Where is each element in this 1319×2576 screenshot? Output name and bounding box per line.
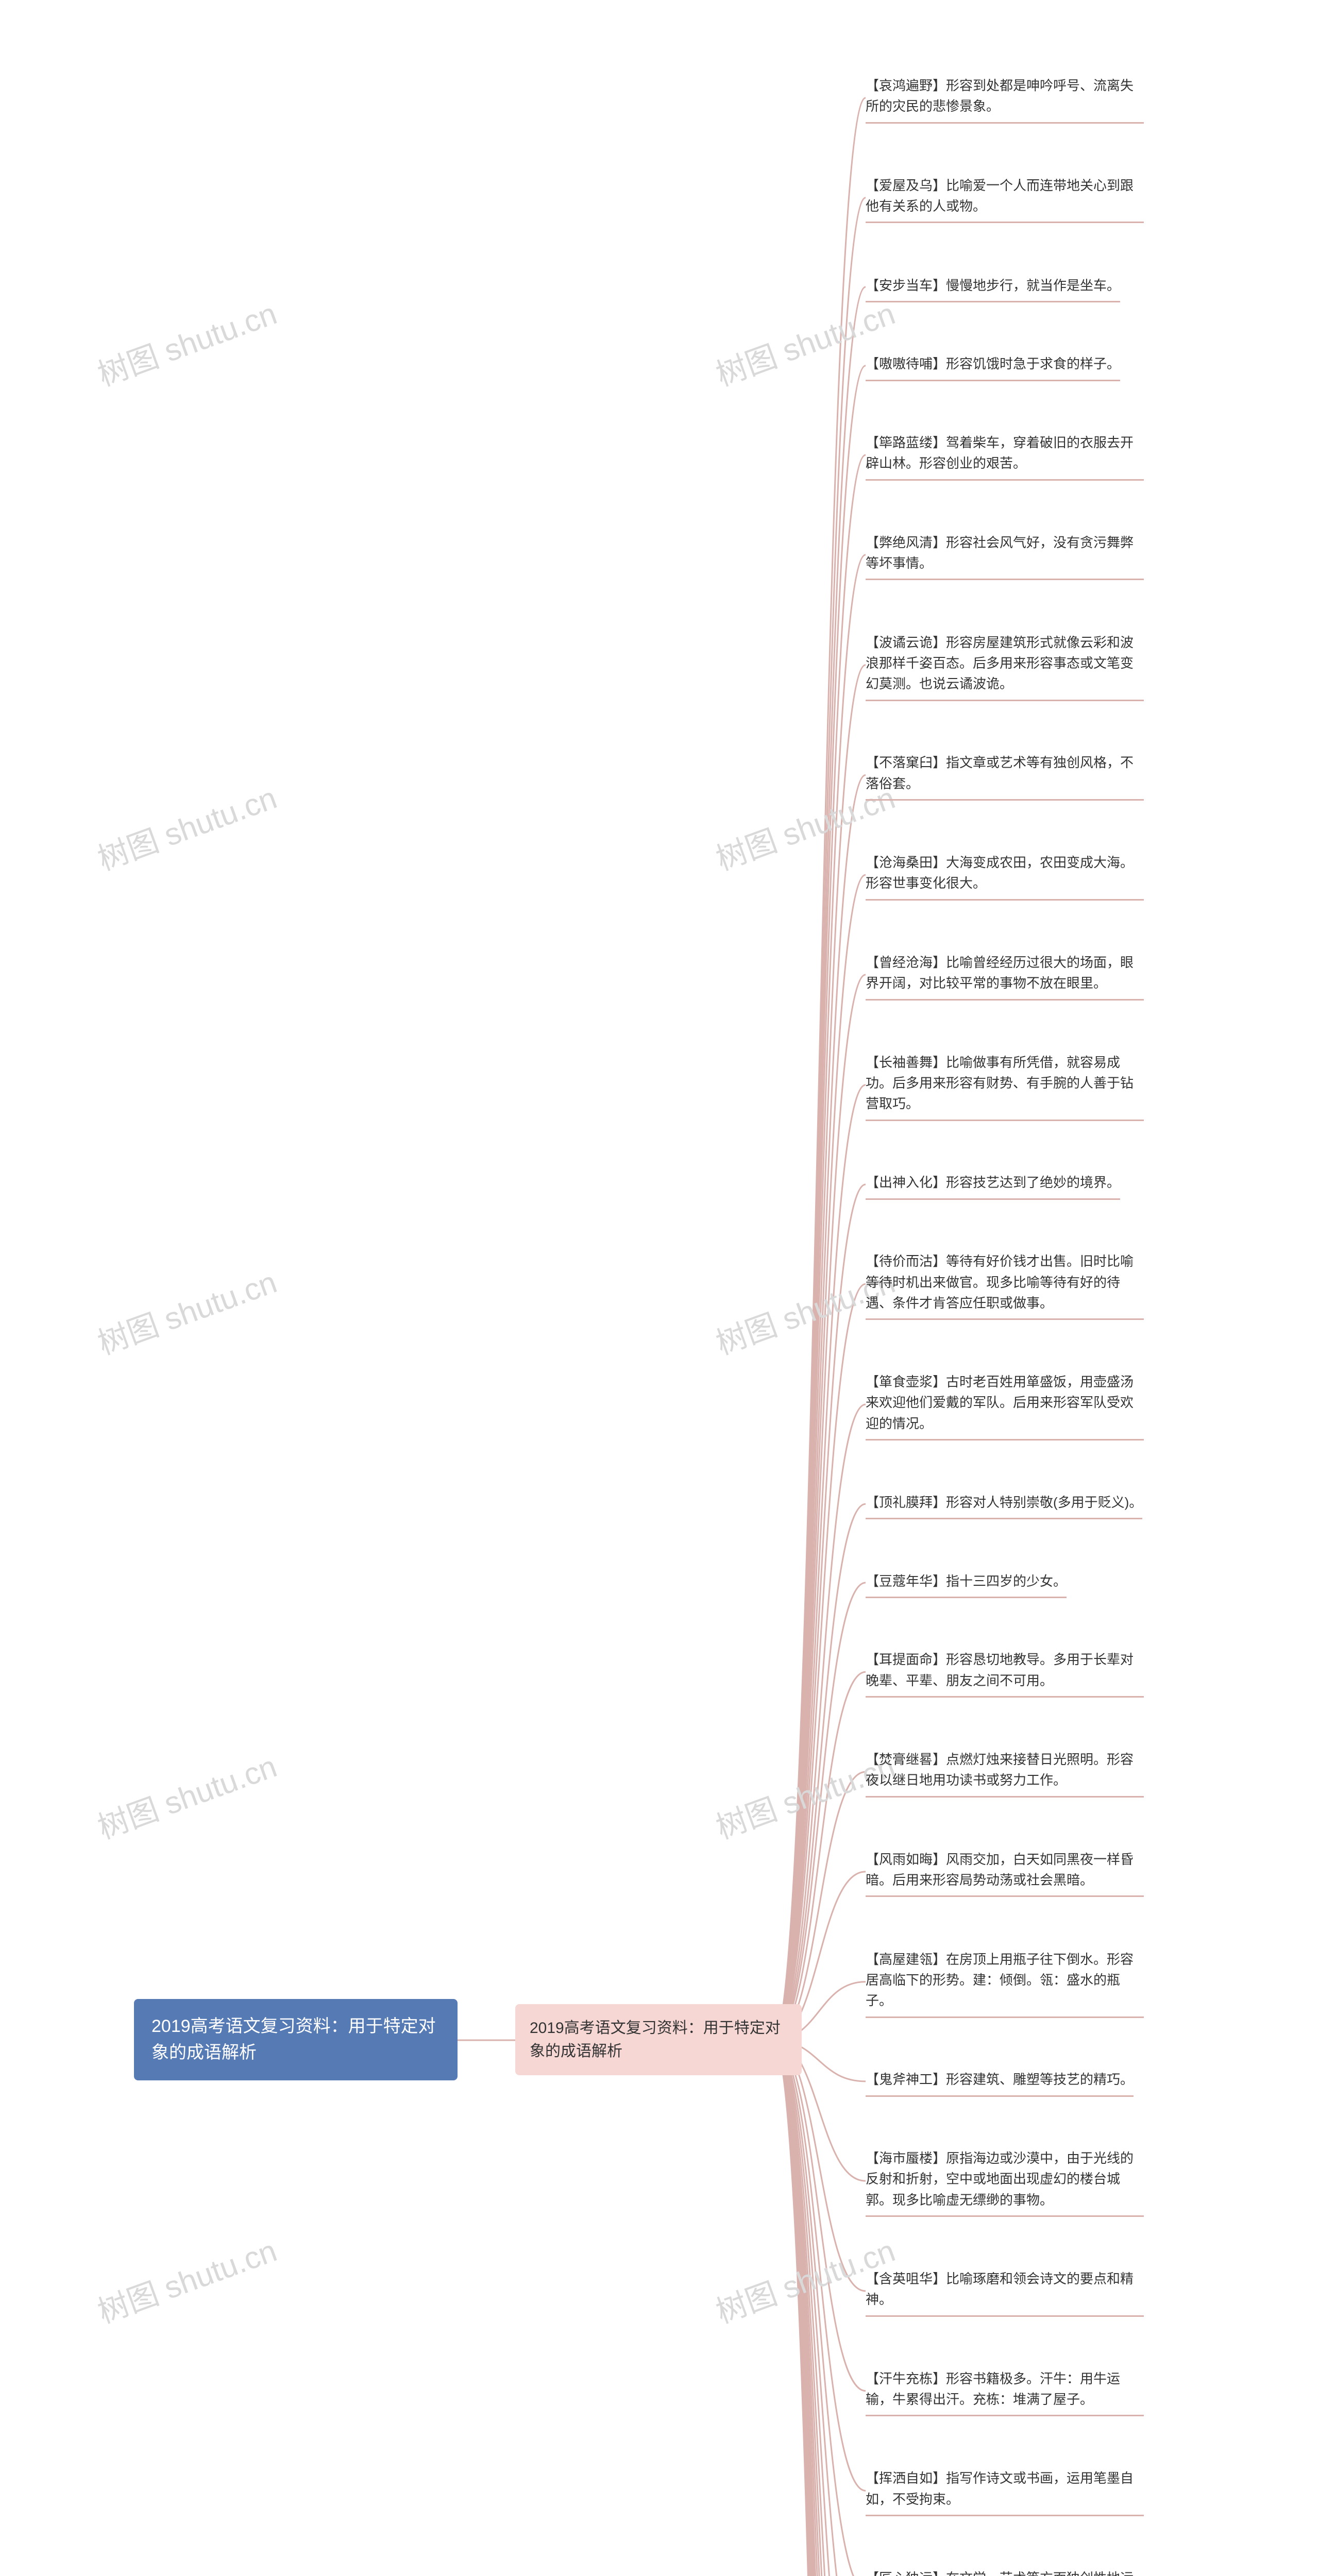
mid-node[interactable]: 2019高考语文复习资料：用于特定对象的成语解析: [515, 2004, 802, 2075]
leaf-node[interactable]: 【长袖善舞】比喻做事有所凭借，就容易成功。后多用来形容有财势、有手腕的人善于钻营…: [866, 1049, 1144, 1121]
leaf-node[interactable]: 【不落窠臼】指文章或艺术等有独创风格，不落俗套。: [866, 749, 1144, 801]
leaf-node[interactable]: 【焚膏继晷】点燃灯烛来接替日光照明。形容夜以继日地用功读书或努力工作。: [866, 1746, 1144, 1798]
leaf-node[interactable]: 【沧海桑田】大海变成农田，农田变成大海。形容世事变化很大。: [866, 849, 1144, 901]
leaf-node[interactable]: 【弊绝风清】形容社会风气好，没有贪污舞弊等坏事情。: [866, 529, 1144, 581]
leaf-node[interactable]: 【哀鸿遍野】形容到处都是呻吟呼号、流离失所的灾民的悲惨景象。: [866, 72, 1144, 124]
leaf-node[interactable]: 【出神入化】形容技艺达到了绝妙的境界。: [866, 1169, 1120, 1199]
watermark: 树图 shutu.cn: [91, 2226, 282, 2332]
leaf-node[interactable]: 【豆蔻年华】指十三四岁的少女。: [866, 1568, 1067, 1598]
leaf-node[interactable]: 【挥洒自如】指写作诗文或书画，运用笔墨自如，不受拘束。: [866, 2465, 1144, 2516]
root-node[interactable]: 2019高考语文复习资料：用于特定对象的成语解析: [134, 1999, 458, 2080]
leaf-node[interactable]: 【爱屋及乌】比喻爱一个人而连带地关心到跟他有关系的人或物。: [866, 172, 1144, 224]
leaf-node[interactable]: 【海市蜃楼】原指海边或沙漠中，由于光线的反射和折射，空中或地面出现虚幻的楼台城郭…: [866, 2145, 1144, 2217]
leaf-node[interactable]: 【筚路蓝缕】驾着柴车，穿着破旧的衣服去开辟山林。形容创业的艰苦。: [866, 429, 1144, 481]
leaf-node[interactable]: 【箪食壶浆】古时老百姓用箪盛饭，用壶盛汤来欢迎他们爱戴的军队。后用来形容军队受欢…: [866, 1368, 1144, 1440]
leaf-node[interactable]: 【含英咀华】比喻琢磨和领会诗文的要点和精神。: [866, 2265, 1144, 2317]
leaf-node[interactable]: 【鬼斧神工】形容建筑、雕塑等技艺的精巧。: [866, 2066, 1134, 2096]
leaf-node[interactable]: 【待价而沽】等待有好价钱才出售。旧时比喻等待时机出来做官。现多比喻等待有好的待遇…: [866, 1248, 1144, 1320]
leaf-node[interactable]: 【安步当车】慢慢地步行，就当作是坐车。: [866, 272, 1120, 302]
leaf-node[interactable]: 【顶礼膜拜】形容对人特别崇敬(多用于贬义)。: [866, 1489, 1142, 1519]
watermark: 树图 shutu.cn: [91, 289, 282, 395]
watermark: 树图 shutu.cn: [91, 1257, 282, 1363]
watermark: 树图 shutu.cn: [91, 773, 282, 879]
leaf-node[interactable]: 【嗷嗷待哺】形容饥饿时急于求食的样子。: [866, 350, 1120, 381]
leaf-node[interactable]: 【汗牛充栋】形容书籍极多。汗牛：用牛运输，牛累得出汗。充栋：堆满了屋子。: [866, 2365, 1144, 2417]
leaf-node[interactable]: 【高屋建瓴】在房顶上用瓶子往下倒水。形容居高临下的形势。建：倾倒。瓴：盛水的瓶子…: [866, 1946, 1144, 2018]
leaf-node[interactable]: 【曾经沧海】比喻曾经经历过很大的场面，眼界开阔，对比较平常的事物不放在眼里。: [866, 949, 1144, 1001]
watermark: 树图 shutu.cn: [91, 1741, 282, 1848]
leaf-node[interactable]: 【耳提面命】形容恳切地教导。多用于长辈对晚辈、平辈、朋友之间不可用。: [866, 1646, 1144, 1698]
leaf-node[interactable]: 【匠心独运】在文学、艺术等方面独创性地运用巧妙的心思。: [866, 2565, 1144, 2576]
leaf-node[interactable]: 【波谲云诡】形容房屋建筑形式就像云彩和波浪那样千姿百态。后多用来形容事态或文笔变…: [866, 629, 1144, 701]
leaf-node[interactable]: 【风雨如晦】风雨交加，白天如同黑夜一样昏暗。后用来形容局势动荡或社会黑暗。: [866, 1846, 1144, 1897]
mindmap-canvas: 2019高考语文复习资料：用于特定对象的成语解析 2019高考语文复习资料：用于…: [0, 0, 1319, 2576]
